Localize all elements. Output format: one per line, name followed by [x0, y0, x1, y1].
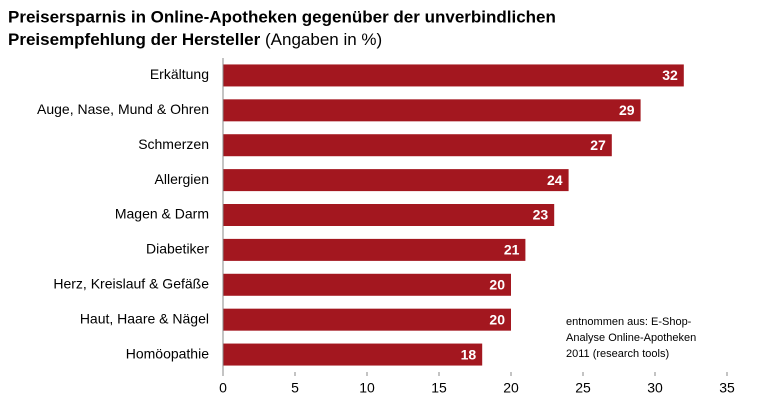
bar: [223, 64, 684, 87]
bar: [223, 169, 569, 192]
value-label: 23: [533, 207, 549, 223]
value-label: 21: [504, 242, 520, 258]
y-tick-label: Diabetiker: [146, 241, 209, 257]
bar: [223, 99, 641, 122]
chart-title: Preisersparnis in Online-Apotheken gegen…: [8, 7, 556, 26]
bar: [223, 238, 526, 261]
value-label: 27: [590, 137, 606, 153]
bar: [223, 204, 555, 226]
bar: [223, 343, 483, 366]
y-tick-label: Magen & Darm: [115, 206, 209, 222]
chart-title-line: Preisempfehlung der Hersteller (Angaben …: [8, 30, 382, 49]
annotation: entnommen aus: E-Shop-: [566, 316, 692, 328]
x-tick-label: 30: [647, 380, 663, 396]
value-label: 29: [619, 102, 635, 118]
value-label: 20: [489, 311, 505, 327]
y-tick-label: Herz, Kreislauf & Gefäße: [53, 275, 209, 291]
y-tick-label: Schmerzen: [138, 136, 209, 152]
bar: [223, 308, 511, 331]
y-tick-label: Allergien: [155, 171, 209, 187]
y-tick-label: Auge, Nase, Mund & Ohren: [37, 101, 209, 117]
x-tick-label: 0: [219, 380, 227, 396]
annotation: Analyse Online-Apotheken: [566, 332, 696, 344]
x-tick-label: 5: [291, 380, 299, 396]
annotation: 2011 (research tools): [566, 348, 669, 360]
x-tick-label: 35: [719, 380, 735, 396]
chart-subtitle: (Angaben in %): [265, 30, 382, 49]
chart-title: Preisempfehlung der Hersteller: [8, 30, 261, 49]
value-label: 32: [662, 67, 678, 83]
value-label: 20: [489, 276, 505, 292]
x-tick-label: 25: [575, 380, 591, 396]
y-tick-label: Erkältung: [150, 66, 209, 82]
x-tick-label: 10: [359, 380, 375, 396]
value-label: 24: [547, 172, 563, 188]
bar: [223, 134, 612, 157]
bar: [223, 273, 511, 296]
y-tick-label: Haut, Haare & Nägel: [80, 310, 209, 326]
x-tick-label: 15: [431, 380, 447, 396]
y-tick-label: Homöopathie: [126, 345, 209, 361]
x-tick-label: 20: [503, 380, 519, 396]
value-label: 18: [461, 346, 477, 362]
